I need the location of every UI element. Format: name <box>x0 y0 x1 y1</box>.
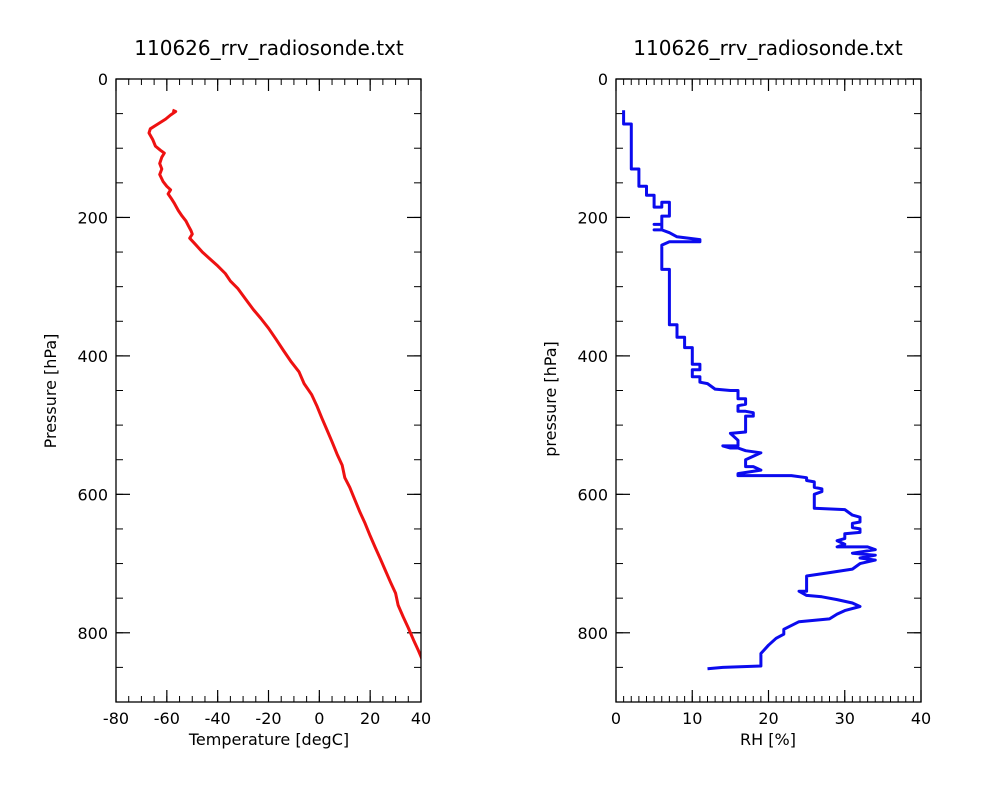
temperature-panel: 110626_rrv_radiosonde.txt Temperature [d… <box>41 36 431 749</box>
rh-chart-title: 110626_rrv_radiosonde.txt <box>633 36 903 60</box>
temperature-y-tick-label: 800 <box>77 624 108 643</box>
rh-x-tick-label: 40 <box>911 709 931 728</box>
rh-y-tick-label: 600 <box>577 485 608 504</box>
temperature-y-tick-label: 600 <box>77 485 108 504</box>
rh-x-tick-label: 0 <box>611 709 621 728</box>
temperature-x-tick-label: -40 <box>205 709 231 728</box>
rh-x-tick-label: 20 <box>758 709 778 728</box>
rh-x-tick-label: 10 <box>682 709 702 728</box>
temperature-chart-title: 110626_rrv_radiosonde.txt <box>134 36 404 60</box>
rh-pressure-y-axis-label: pressure [hPa] <box>541 341 560 457</box>
rh-series-line <box>622 110 877 671</box>
temperature-x-tick-label: -20 <box>255 709 281 728</box>
rh-y-tick-label: 0 <box>598 70 608 89</box>
temperature-y-tick-label: 200 <box>77 208 108 227</box>
temperature-series-group <box>147 108 421 661</box>
temperature-plot-frame <box>115 78 422 703</box>
temperature-x-tick-label: -60 <box>154 709 180 728</box>
temperature-y-tick-label: 400 <box>77 347 108 366</box>
temperature-x-tick-label: 40 <box>411 709 431 728</box>
temperature-x-axis-label: Temperature [degC] <box>188 730 349 749</box>
temperature-x-tick-label: 20 <box>360 709 380 728</box>
temperature-series-line <box>147 108 421 661</box>
temperature-y-tick-label: 0 <box>98 70 108 89</box>
rh-x-axis-label: RH [%] <box>740 730 796 749</box>
temperature-x-tick-label: -80 <box>103 709 129 728</box>
rh-y-tick-label: 800 <box>577 624 608 643</box>
rh-x-tick-label: 30 <box>835 709 855 728</box>
pressure-y-axis-label: Pressure [hPa] <box>41 334 60 449</box>
rh-series-group <box>622 110 877 671</box>
rh-panel: 110626_rrv_radiosonde.txt RH [%] pressur… <box>541 36 931 749</box>
rh-plot-frame <box>615 78 922 703</box>
rh-y-tick-label: 200 <box>577 208 608 227</box>
rh-y-tick-label: 400 <box>577 347 608 366</box>
temperature-x-tick-label: 0 <box>314 709 324 728</box>
